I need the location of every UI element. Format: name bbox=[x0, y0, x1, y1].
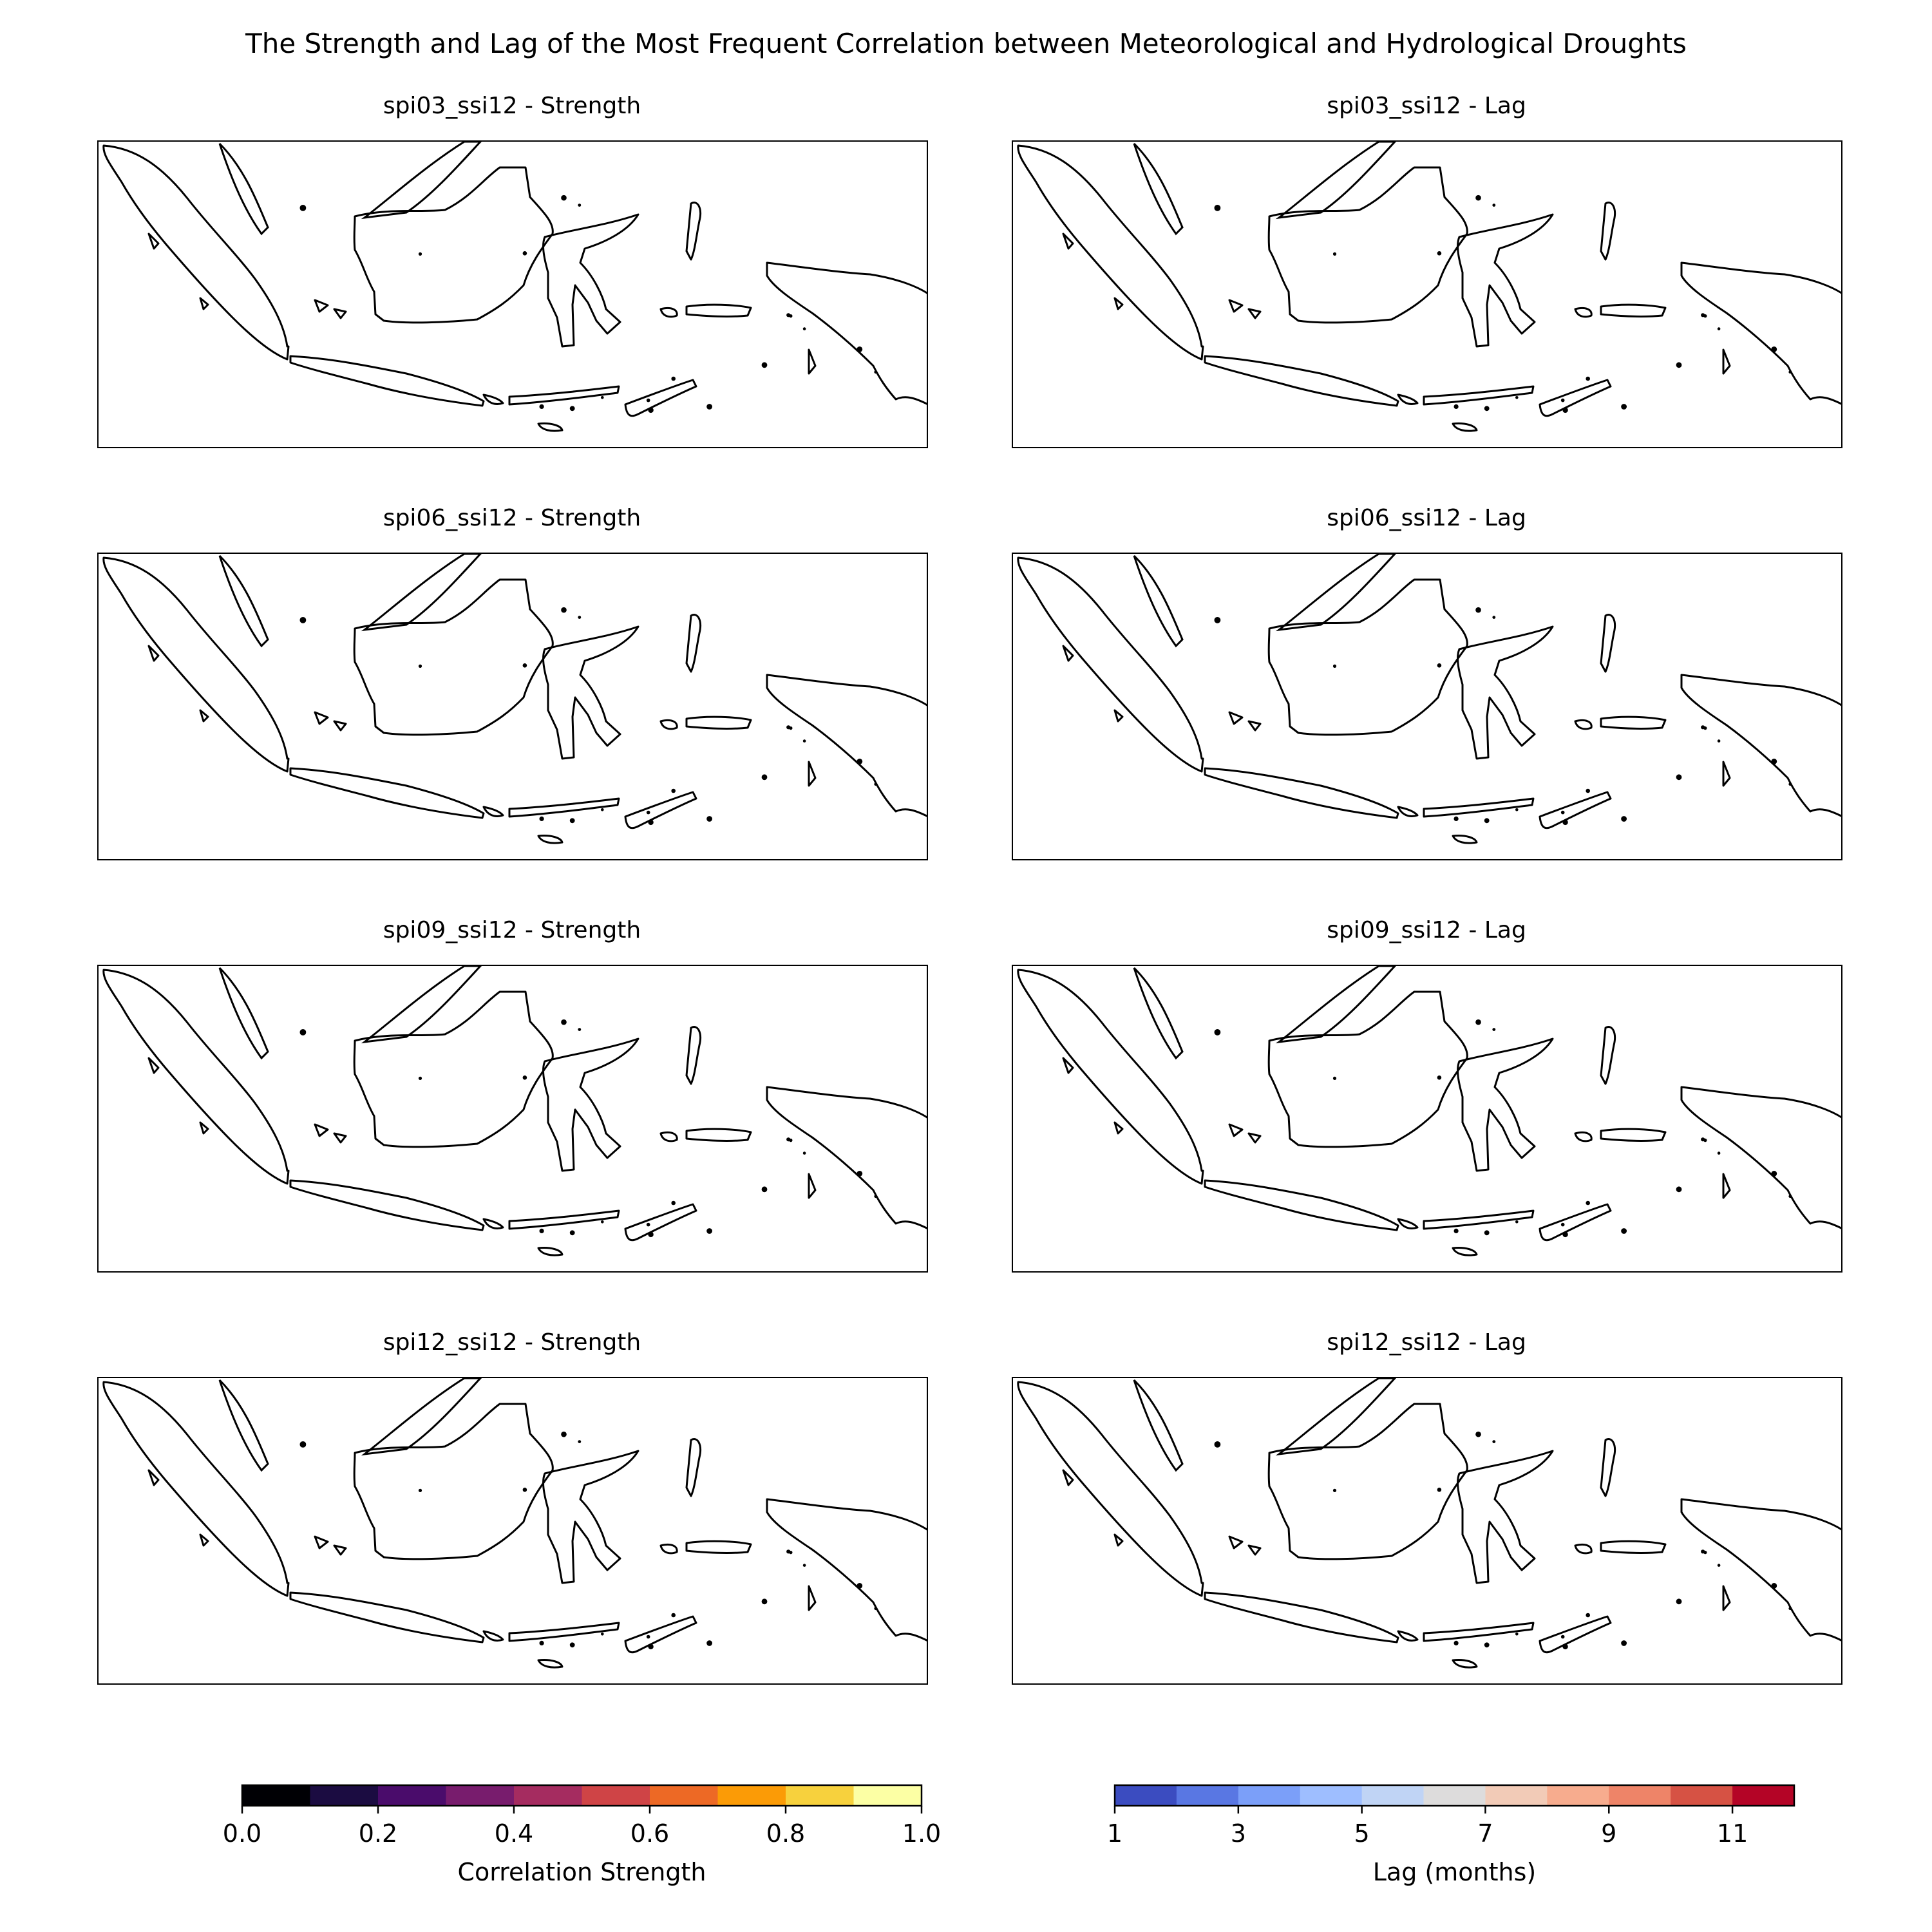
panel-spi09-strength: spi09_ssi12 - Strength bbox=[97, 917, 928, 1273]
colorbar-lag-tick-label: 7 bbox=[1477, 1819, 1493, 1848]
colorbar-lag-tick-label: 1 bbox=[1107, 1819, 1122, 1848]
panel-spi03-lag: spi03_ssi12 - Lag bbox=[1012, 93, 1842, 448]
map-frame bbox=[1012, 553, 1842, 860]
map-frame bbox=[97, 140, 928, 448]
colorbar-strength-ticks: 0.0 0.2 0.4 0.6 0.8 1.0 bbox=[223, 1806, 941, 1848]
panel-title: spi06_ssi12 - Strength bbox=[383, 505, 641, 531]
colorbar-lag-bin bbox=[1609, 1785, 1671, 1806]
colorbar-strength-bin bbox=[242, 1785, 310, 1806]
colorbar-lag-bin bbox=[1732, 1785, 1795, 1806]
panel-spi06-strength: spi06_ssi12 - Strength bbox=[97, 505, 928, 860]
colorbar-strength-bin bbox=[446, 1785, 515, 1806]
colorbar-strength-bin bbox=[853, 1785, 922, 1806]
colorbar-strength-tick-label: 0.2 bbox=[359, 1819, 397, 1848]
panel-spi09-lag: spi09_ssi12 - Lag bbox=[1012, 917, 1842, 1273]
colorbar-strength-bin bbox=[582, 1785, 650, 1806]
colorbar-strength-tick-label: 1.0 bbox=[902, 1819, 941, 1848]
colorbar-strength-bin bbox=[717, 1785, 786, 1806]
colorbar-lag-tick-label: 9 bbox=[1601, 1819, 1616, 1848]
colorbar-lag-tick-label: 3 bbox=[1231, 1819, 1246, 1848]
colorbar-lag-bin bbox=[1485, 1785, 1548, 1806]
colorbar-lag-bin bbox=[1300, 1785, 1363, 1806]
map-frame bbox=[97, 553, 928, 860]
map-frame bbox=[97, 965, 928, 1273]
colorbar-lag-bins bbox=[1115, 1785, 1795, 1806]
colorbar-lag-bin bbox=[1176, 1785, 1239, 1806]
colorbar-strength-tick-label: 0.0 bbox=[223, 1819, 261, 1848]
map-frame bbox=[1012, 965, 1842, 1273]
panel-title: spi12_ssi12 - Strength bbox=[383, 1329, 641, 1356]
panel-spi12-strength: spi12_ssi12 - Strength bbox=[97, 1329, 928, 1685]
colorbar-strength-bin bbox=[650, 1785, 718, 1806]
map-frame bbox=[97, 1377, 928, 1685]
figure-title: The Strength and Lag of the Most Frequen… bbox=[245, 28, 1687, 59]
colorbar-strength-bin bbox=[310, 1785, 379, 1806]
colorbar-strength-tick-label: 0.6 bbox=[630, 1819, 669, 1848]
colorbar-strength-bin bbox=[514, 1785, 582, 1806]
map-frame bbox=[1012, 140, 1842, 448]
colorbar-lag-bin bbox=[1238, 1785, 1301, 1806]
colorbar-strength-tick-label: 0.8 bbox=[766, 1819, 805, 1848]
colorbar-lag-bin bbox=[1671, 1785, 1733, 1806]
colorbar-lag-tick-label: 5 bbox=[1354, 1819, 1370, 1848]
colorbar-lag: 1 3 5 7 9 11 Lag (months) bbox=[1107, 1784, 1795, 1886]
colorbar-strength-frame bbox=[241, 1784, 923, 1807]
colorbar-lag-bin bbox=[1547, 1785, 1609, 1806]
panel-title: spi03_ssi12 - Lag bbox=[1327, 93, 1526, 119]
panel-title: spi12_ssi12 - Lag bbox=[1327, 1329, 1526, 1356]
colorbar-strength-bin bbox=[378, 1785, 446, 1806]
panel-title: spi06_ssi12 - Lag bbox=[1327, 505, 1526, 531]
colorbar-strength-bins bbox=[242, 1785, 922, 1806]
panel-title: spi03_ssi12 - Strength bbox=[383, 93, 641, 119]
colorbar-strength-tick-label: 0.4 bbox=[495, 1819, 533, 1848]
colorbar-lag-bin bbox=[1423, 1785, 1486, 1806]
colorbar-lag-tick-label: 11 bbox=[1717, 1819, 1748, 1848]
colorbar-lag-frame bbox=[1113, 1784, 1795, 1807]
colorbar-lag-label: Lag (months) bbox=[1373, 1858, 1536, 1886]
panel-spi12-lag: spi12_ssi12 - Lag bbox=[1012, 1329, 1842, 1685]
panel-spi06-lag: spi06_ssi12 - Lag bbox=[1012, 505, 1842, 860]
colorbar-lag-ticks: 1 3 5 7 9 11 bbox=[1107, 1806, 1748, 1848]
colorbar-strength-bin bbox=[786, 1785, 854, 1806]
colorbar-strength-label: Correlation Strength bbox=[458, 1858, 706, 1886]
colorbar-lag-bin bbox=[1361, 1785, 1425, 1806]
colorbar-strength: 0.0 0.2 0.4 0.6 0.8 1.0 Correlation Strength bbox=[223, 1784, 941, 1886]
colorbar-lag-bin bbox=[1115, 1785, 1177, 1806]
map-frame bbox=[1012, 1377, 1842, 1685]
panel-title: spi09_ssi12 - Strength bbox=[383, 917, 641, 943]
panel-spi03-strength: spi03_ssi12 - Strength bbox=[97, 93, 928, 448]
panel-title: spi09_ssi12 - Lag bbox=[1327, 917, 1526, 943]
